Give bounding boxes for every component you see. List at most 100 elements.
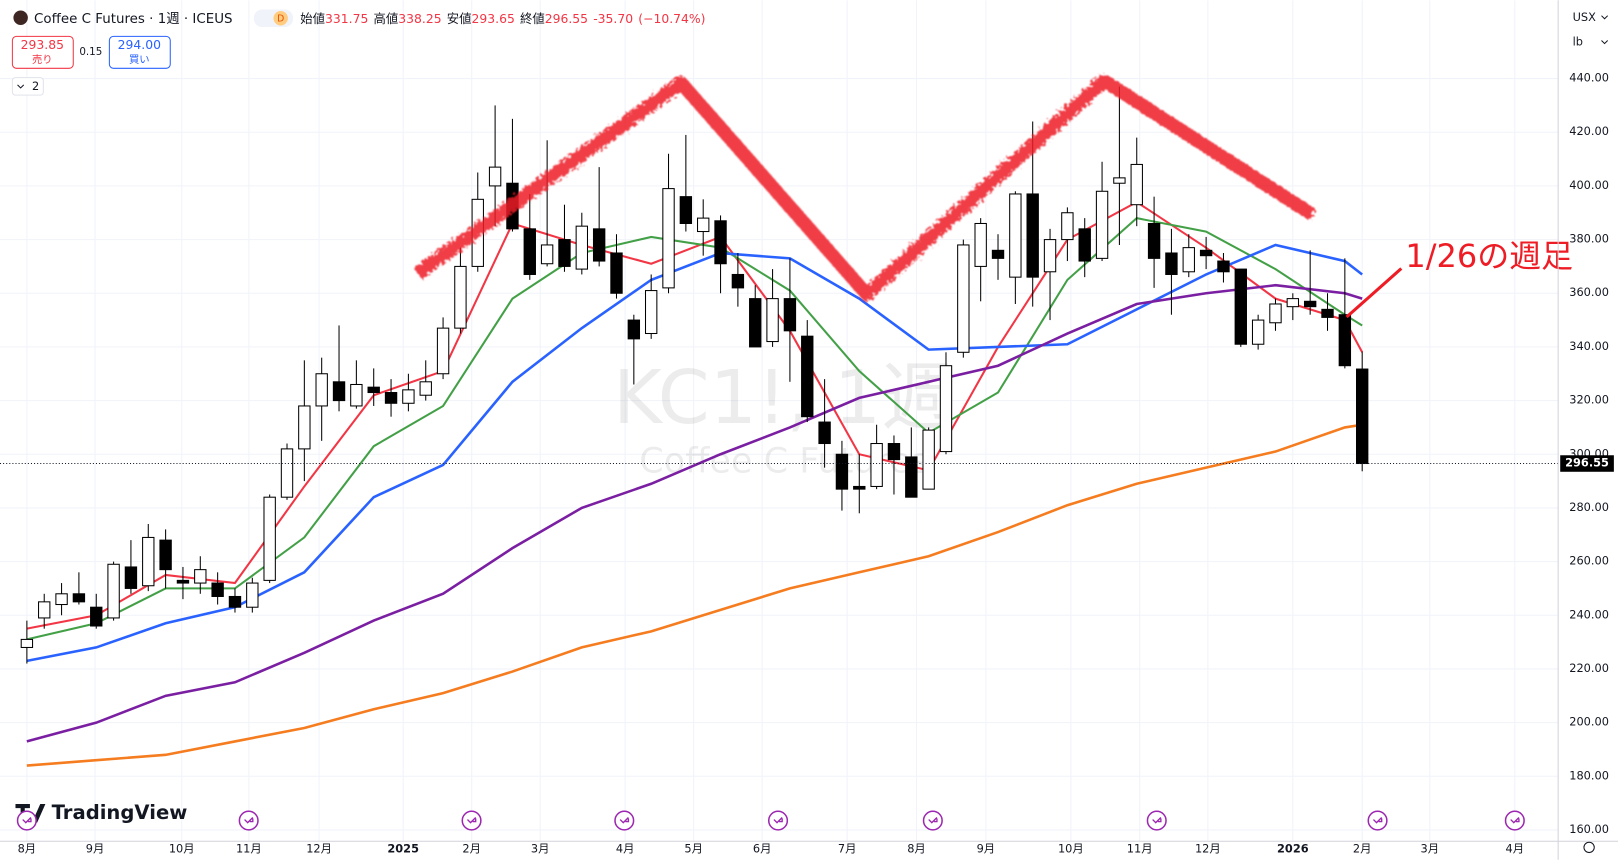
x-tick-label: 10月 <box>169 841 195 855</box>
event-marker[interactable] <box>614 810 635 831</box>
event-circle <box>238 810 259 831</box>
candle-body <box>90 606 103 627</box>
moving-average <box>26 423 1363 767</box>
x-tick-label: 3月 <box>1421 841 1440 855</box>
buy-label: 買い <box>129 54 150 66</box>
candle-body <box>263 496 276 581</box>
change: -35.70 <box>593 11 633 25</box>
candle-body <box>679 196 693 224</box>
candle-body <box>905 456 918 498</box>
annotation-arrow <box>1345 267 1403 319</box>
y-tick-label: 420.00 <box>1569 124 1609 138</box>
candle-body <box>194 569 207 584</box>
candle-body <box>1078 228 1091 262</box>
symbol-logo <box>13 10 28 25</box>
candle-body <box>72 593 86 603</box>
candle-body <box>731 273 745 289</box>
candle-body <box>1286 298 1300 308</box>
close-label: 終値 <box>520 10 545 25</box>
x-tick-label: 12月 <box>306 841 332 855</box>
x-tick-label: 11月 <box>236 841 262 855</box>
event-markers <box>16 810 1525 831</box>
symbol-title[interactable]: Coffee C Futures · 1週 · ICEUS <box>34 11 232 27</box>
candle-body <box>1026 193 1039 278</box>
dropdown-icons <box>1601 15 1609 45</box>
event-circle <box>767 810 789 831</box>
settings-icon[interactable] <box>1583 841 1595 854</box>
open-value: 331.75 <box>325 11 368 25</box>
event-arrow <box>773 816 783 824</box>
x-tick-label: 4月 <box>1506 841 1525 855</box>
x-tick-label: 11月 <box>1127 841 1153 855</box>
candle-body <box>870 443 883 487</box>
currency[interactable]: USX <box>1573 10 1597 24</box>
candle-body <box>766 298 779 343</box>
ohlc-legend: 始値331.75 高値338.25 安値293.65 終値296.55 -35.70 (−… <box>300 10 705 25</box>
candle-body <box>835 453 849 490</box>
indicators-toggle[interactable] <box>11 77 44 96</box>
candle-body <box>957 244 970 353</box>
event-circle <box>1367 810 1388 831</box>
last-price-label: 296.55 <box>1565 456 1609 470</box>
low-label: 安値 <box>447 10 472 25</box>
candle-body <box>627 319 641 340</box>
event-marker[interactable] <box>922 810 943 831</box>
candle-body <box>384 392 398 404</box>
candle-body <box>1303 300 1317 308</box>
candle-body <box>454 265 467 329</box>
candle-body <box>1130 163 1143 206</box>
candle-body <box>488 166 502 187</box>
candle-body <box>1095 190 1109 259</box>
y-tick-label: 240.00 <box>1569 607 1609 621</box>
event-circle <box>922 810 943 831</box>
close-value: 296.55 <box>545 11 588 25</box>
event-marker[interactable] <box>767 810 789 831</box>
candle-body <box>523 228 536 275</box>
candle-body <box>662 188 675 289</box>
x-tick-label: 4月 <box>616 841 635 855</box>
event-marker[interactable] <box>1504 810 1525 831</box>
candle-body <box>124 566 138 589</box>
y-tick-label: 440.00 <box>1569 71 1609 85</box>
candle-body <box>367 386 380 394</box>
candle-body <box>55 593 68 606</box>
x-tick-label: 5月 <box>684 841 703 855</box>
spread: 0.15 <box>79 46 102 58</box>
candle-body <box>610 252 623 294</box>
candle-body <box>939 365 953 453</box>
candle-body <box>1269 303 1282 324</box>
event-marker[interactable] <box>16 810 37 831</box>
candle-body <box>1182 247 1195 273</box>
event-circle <box>1504 810 1525 831</box>
x-tick-label: 8月 <box>18 841 37 855</box>
x-tick-label: 2月 <box>462 841 481 855</box>
high-label: 高値 <box>374 10 399 25</box>
y-tick-label: 220.00 <box>1569 661 1609 675</box>
unit[interactable]: lb <box>1573 35 1583 49</box>
event-marker[interactable] <box>461 810 482 831</box>
sell-button[interactable] <box>11 35 74 69</box>
candle-body <box>922 429 935 490</box>
watermark-title: KC1!, 1週 <box>613 354 955 441</box>
event-arrow <box>22 816 32 824</box>
event-circle <box>16 810 37 831</box>
candle-body <box>540 244 554 265</box>
brand-name: TradingView <box>52 801 188 824</box>
x-tick-label: 8月 <box>907 841 926 855</box>
candle-body <box>107 563 120 619</box>
candle-body <box>1338 314 1352 367</box>
candle-body <box>280 448 294 498</box>
candle-body <box>142 536 155 587</box>
candle-body <box>749 298 762 348</box>
candle-body <box>228 595 242 608</box>
candle-body <box>1234 268 1247 345</box>
buy-button[interactable] <box>108 35 171 69</box>
event-marker[interactable] <box>1146 810 1167 831</box>
candle-body <box>1165 252 1178 275</box>
candle-body <box>298 405 311 450</box>
event-marker[interactable] <box>1367 810 1388 831</box>
event-marker[interactable] <box>238 810 259 831</box>
y-tick-label: 280.00 <box>1569 500 1609 514</box>
candle-body <box>20 638 34 648</box>
